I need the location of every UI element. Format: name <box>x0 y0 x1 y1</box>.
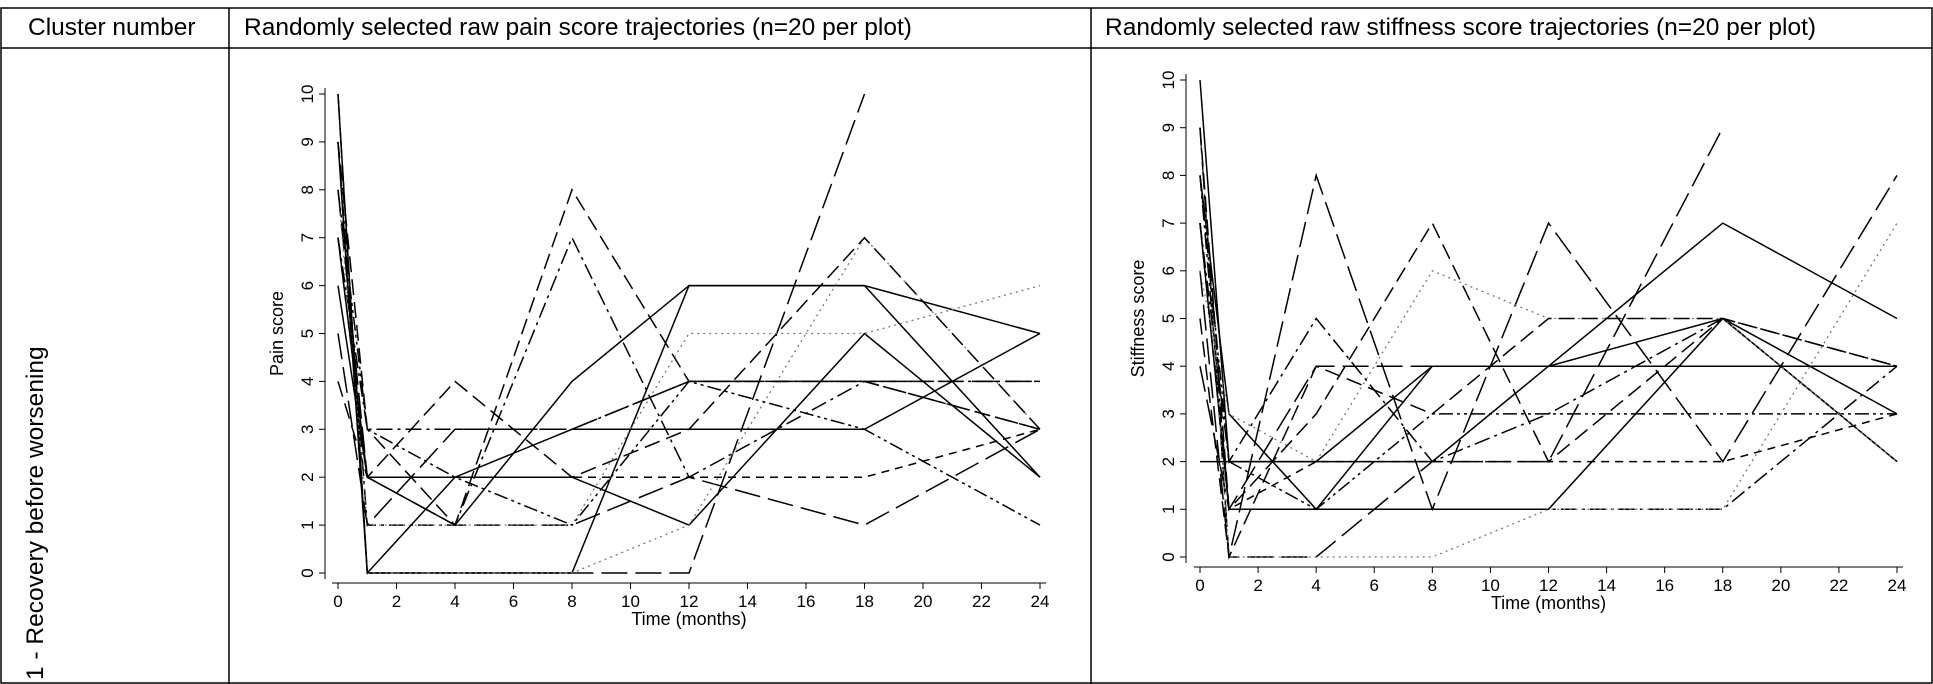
y-tick-label: 10 <box>1159 71 1178 90</box>
column-header-cluster-number: Cluster number <box>28 14 196 41</box>
column-header-stiffness-trajectories: Randomly selected raw stiffness score tr… <box>1105 14 1817 41</box>
y-tick-label: 1 <box>1159 505 1178 514</box>
series-line-15 <box>337 141 1041 575</box>
x-axis-title: Time (months) <box>1491 593 1606 613</box>
x-tick-label: 8 <box>1428 576 1437 595</box>
y-tick-label: 7 <box>1159 218 1178 227</box>
y-tick-label: 1 <box>298 520 317 529</box>
y-tick-label: 0 <box>1159 552 1178 561</box>
y-tick-label: 4 <box>1159 361 1178 370</box>
y-tick-label: 7 <box>298 233 317 242</box>
series-line-14 <box>1199 317 1898 560</box>
x-tick-label: 12 <box>680 592 699 611</box>
series-line-4 <box>1199 127 1898 558</box>
y-tick-label: 6 <box>298 281 317 290</box>
series-line-14 <box>337 333 1040 527</box>
series-line-9 <box>1199 127 1898 558</box>
x-tick-label: 8 <box>567 592 576 611</box>
x-tick-label: 18 <box>1713 576 1732 595</box>
x-tick-label: 18 <box>855 592 874 611</box>
x-tick-label: 0 <box>333 592 342 611</box>
y-tick-label: 9 <box>1159 123 1178 132</box>
y-axis-title: Pain score <box>267 291 287 376</box>
x-tick-label: 20 <box>914 592 933 611</box>
y-tick-label: 8 <box>1159 171 1178 180</box>
x-axis-title: Time (months) <box>631 609 746 629</box>
y-tick-label: 3 <box>1159 409 1178 418</box>
y-tick-label: 2 <box>298 472 317 481</box>
y-tick-label: 8 <box>298 185 317 194</box>
x-tick-label: 0 <box>1195 576 1204 595</box>
x-tick-label: 10 <box>1481 576 1500 595</box>
series-line-15 <box>1200 365 1897 463</box>
x-tick-label: 14 <box>738 592 757 611</box>
y-tick-label: 6 <box>1159 266 1178 275</box>
y-tick-label: 3 <box>298 425 317 434</box>
x-tick-label: 16 <box>797 592 816 611</box>
x-tick-label: 4 <box>450 592 459 611</box>
x-tick-label: 22 <box>972 592 991 611</box>
x-tick-label: 2 <box>1253 576 1262 595</box>
x-tick-label: 10 <box>621 592 640 611</box>
y-tick-label: 4 <box>298 377 317 386</box>
x-tick-label: 6 <box>1370 576 1379 595</box>
y-axis-title: Stiffness score <box>1128 260 1148 378</box>
x-tick-label: 22 <box>1829 576 1848 595</box>
y-tick-label: 10 <box>298 85 317 104</box>
x-tick-label: 16 <box>1655 576 1674 595</box>
y-tick-label: 2 <box>1159 457 1178 466</box>
y-tick-label: 5 <box>1159 314 1178 323</box>
series-line-1 <box>1199 79 1898 463</box>
x-tick-label: 6 <box>509 592 518 611</box>
series-line-6 <box>1199 365 1897 512</box>
series-line-5 <box>1199 127 1724 558</box>
x-tick-label: 12 <box>1539 576 1558 595</box>
y-tick-label: 0 <box>298 568 317 577</box>
x-tick-label: 20 <box>1771 576 1790 595</box>
x-tick-label: 24 <box>1031 592 1050 611</box>
x-tick-label: 24 <box>1888 576 1907 595</box>
x-tick-label: 4 <box>1311 576 1320 595</box>
series-line-13 <box>337 236 1041 479</box>
y-tick-label: 5 <box>298 329 317 338</box>
y-tick-label: 9 <box>298 137 317 146</box>
x-tick-label: 14 <box>1597 576 1616 595</box>
column-header-pain-trajectories: Randomly selected raw pain score traject… <box>244 14 912 41</box>
x-tick-label: 2 <box>392 592 401 611</box>
